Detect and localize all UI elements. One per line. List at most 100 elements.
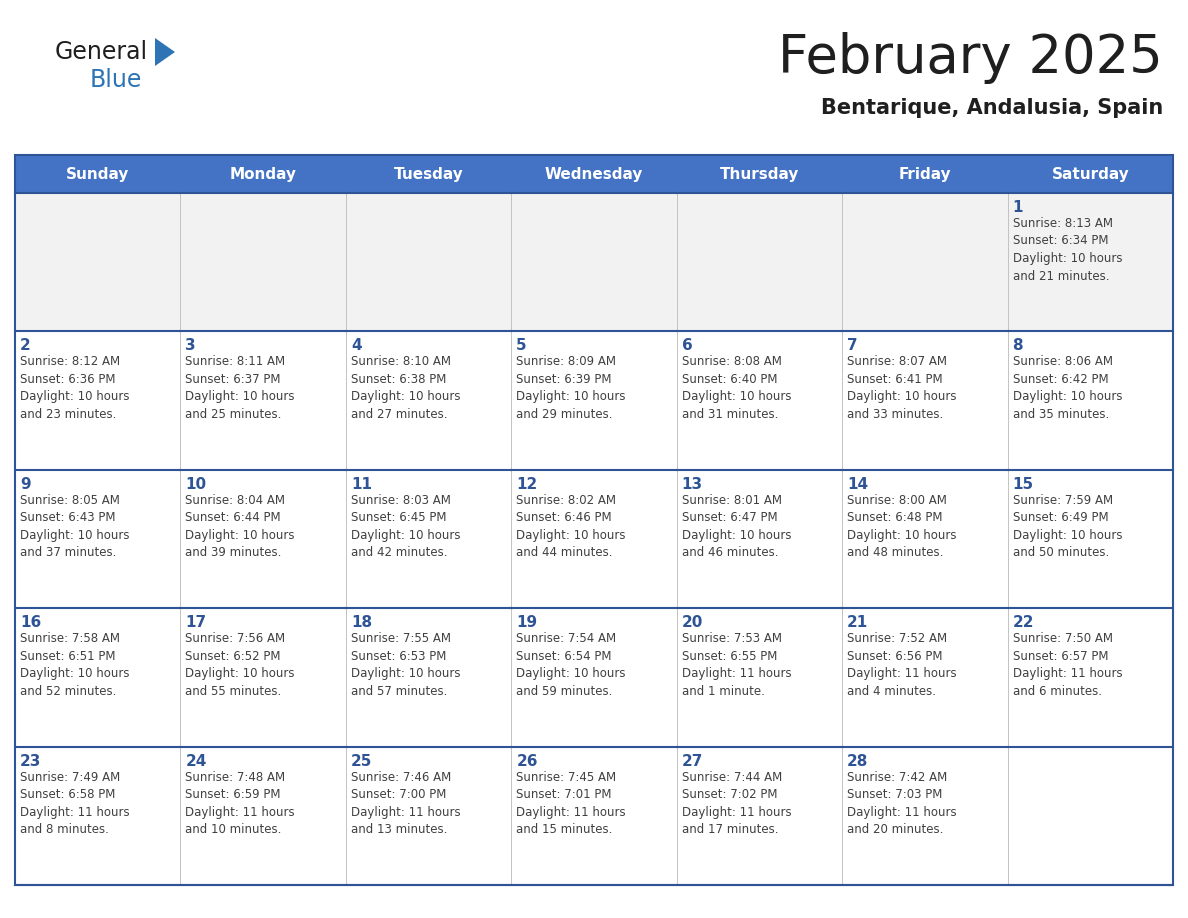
- Text: Sunrise: 8:13 AM
Sunset: 6:34 PM
Daylight: 10 hours
and 21 minutes.: Sunrise: 8:13 AM Sunset: 6:34 PM Dayligh…: [1012, 217, 1123, 283]
- Bar: [511, 155, 677, 193]
- Bar: [842, 193, 1007, 331]
- Bar: [1007, 609, 1173, 746]
- Bar: [1007, 193, 1173, 331]
- Bar: [346, 331, 511, 470]
- Bar: [677, 155, 842, 193]
- Text: Friday: Friday: [898, 166, 952, 182]
- Bar: [15, 470, 181, 609]
- Text: Sunrise: 7:48 AM
Sunset: 6:59 PM
Daylight: 11 hours
and 10 minutes.: Sunrise: 7:48 AM Sunset: 6:59 PM Dayligh…: [185, 770, 295, 836]
- Bar: [511, 470, 677, 609]
- Text: Thursday: Thursday: [720, 166, 800, 182]
- Text: 23: 23: [20, 754, 42, 768]
- Text: 20: 20: [682, 615, 703, 630]
- Text: 12: 12: [517, 476, 537, 492]
- Text: 6: 6: [682, 339, 693, 353]
- Text: 1: 1: [1012, 200, 1023, 215]
- Text: 22: 22: [1012, 615, 1034, 630]
- Bar: [677, 470, 842, 609]
- Text: 3: 3: [185, 339, 196, 353]
- Bar: [1007, 746, 1173, 885]
- Bar: [15, 155, 1173, 885]
- Text: 13: 13: [682, 476, 703, 492]
- Bar: [15, 609, 181, 746]
- Text: Sunrise: 8:01 AM
Sunset: 6:47 PM
Daylight: 10 hours
and 46 minutes.: Sunrise: 8:01 AM Sunset: 6:47 PM Dayligh…: [682, 494, 791, 559]
- Text: Bentarique, Andalusia, Spain: Bentarique, Andalusia, Spain: [821, 98, 1163, 118]
- Text: 25: 25: [350, 754, 372, 768]
- Text: Sunrise: 7:55 AM
Sunset: 6:53 PM
Daylight: 10 hours
and 57 minutes.: Sunrise: 7:55 AM Sunset: 6:53 PM Dayligh…: [350, 633, 461, 698]
- Bar: [842, 155, 1007, 193]
- Text: Sunrise: 7:52 AM
Sunset: 6:56 PM
Daylight: 11 hours
and 4 minutes.: Sunrise: 7:52 AM Sunset: 6:56 PM Dayligh…: [847, 633, 956, 698]
- Text: Sunrise: 8:06 AM
Sunset: 6:42 PM
Daylight: 10 hours
and 35 minutes.: Sunrise: 8:06 AM Sunset: 6:42 PM Dayligh…: [1012, 355, 1123, 420]
- Bar: [1007, 470, 1173, 609]
- Text: Sunrise: 8:00 AM
Sunset: 6:48 PM
Daylight: 10 hours
and 48 minutes.: Sunrise: 8:00 AM Sunset: 6:48 PM Dayligh…: [847, 494, 956, 559]
- Text: 14: 14: [847, 476, 868, 492]
- Text: 5: 5: [517, 339, 527, 353]
- Bar: [511, 331, 677, 470]
- Text: 26: 26: [517, 754, 538, 768]
- Text: 21: 21: [847, 615, 868, 630]
- Text: Sunrise: 7:50 AM
Sunset: 6:57 PM
Daylight: 11 hours
and 6 minutes.: Sunrise: 7:50 AM Sunset: 6:57 PM Dayligh…: [1012, 633, 1123, 698]
- Text: 2: 2: [20, 339, 31, 353]
- Bar: [842, 331, 1007, 470]
- Text: Sunday: Sunday: [67, 166, 129, 182]
- Text: Sunrise: 8:05 AM
Sunset: 6:43 PM
Daylight: 10 hours
and 37 minutes.: Sunrise: 8:05 AM Sunset: 6:43 PM Dayligh…: [20, 494, 129, 559]
- Bar: [677, 746, 842, 885]
- Text: 19: 19: [517, 615, 537, 630]
- Text: Sunrise: 8:12 AM
Sunset: 6:36 PM
Daylight: 10 hours
and 23 minutes.: Sunrise: 8:12 AM Sunset: 6:36 PM Dayligh…: [20, 355, 129, 420]
- Text: Sunrise: 8:03 AM
Sunset: 6:45 PM
Daylight: 10 hours
and 42 minutes.: Sunrise: 8:03 AM Sunset: 6:45 PM Dayligh…: [350, 494, 461, 559]
- Bar: [346, 155, 511, 193]
- Text: Monday: Monday: [229, 166, 297, 182]
- Text: Sunrise: 8:04 AM
Sunset: 6:44 PM
Daylight: 10 hours
and 39 minutes.: Sunrise: 8:04 AM Sunset: 6:44 PM Dayligh…: [185, 494, 295, 559]
- Text: 11: 11: [350, 476, 372, 492]
- Text: 9: 9: [20, 476, 31, 492]
- Bar: [511, 609, 677, 746]
- Bar: [511, 746, 677, 885]
- Text: Sunrise: 8:02 AM
Sunset: 6:46 PM
Daylight: 10 hours
and 44 minutes.: Sunrise: 8:02 AM Sunset: 6:46 PM Dayligh…: [517, 494, 626, 559]
- Text: Blue: Blue: [90, 68, 143, 92]
- Bar: [181, 746, 346, 885]
- Text: 17: 17: [185, 615, 207, 630]
- Bar: [181, 331, 346, 470]
- Text: Sunrise: 8:10 AM
Sunset: 6:38 PM
Daylight: 10 hours
and 27 minutes.: Sunrise: 8:10 AM Sunset: 6:38 PM Dayligh…: [350, 355, 461, 420]
- Text: Sunrise: 7:49 AM
Sunset: 6:58 PM
Daylight: 11 hours
and 8 minutes.: Sunrise: 7:49 AM Sunset: 6:58 PM Dayligh…: [20, 770, 129, 836]
- Bar: [15, 331, 181, 470]
- Text: Sunrise: 8:08 AM
Sunset: 6:40 PM
Daylight: 10 hours
and 31 minutes.: Sunrise: 8:08 AM Sunset: 6:40 PM Dayligh…: [682, 355, 791, 420]
- Bar: [842, 746, 1007, 885]
- Bar: [346, 609, 511, 746]
- Text: February 2025: February 2025: [778, 32, 1163, 84]
- Text: 24: 24: [185, 754, 207, 768]
- Text: Tuesday: Tuesday: [393, 166, 463, 182]
- Text: 18: 18: [350, 615, 372, 630]
- Bar: [346, 470, 511, 609]
- Text: Sunrise: 8:09 AM
Sunset: 6:39 PM
Daylight: 10 hours
and 29 minutes.: Sunrise: 8:09 AM Sunset: 6:39 PM Dayligh…: [517, 355, 626, 420]
- Text: 27: 27: [682, 754, 703, 768]
- Bar: [181, 609, 346, 746]
- Text: 16: 16: [20, 615, 42, 630]
- Text: Sunrise: 7:42 AM
Sunset: 7:03 PM
Daylight: 11 hours
and 20 minutes.: Sunrise: 7:42 AM Sunset: 7:03 PM Dayligh…: [847, 770, 956, 836]
- Bar: [346, 193, 511, 331]
- Text: Sunrise: 8:07 AM
Sunset: 6:41 PM
Daylight: 10 hours
and 33 minutes.: Sunrise: 8:07 AM Sunset: 6:41 PM Dayligh…: [847, 355, 956, 420]
- Text: Sunrise: 7:53 AM
Sunset: 6:55 PM
Daylight: 11 hours
and 1 minute.: Sunrise: 7:53 AM Sunset: 6:55 PM Dayligh…: [682, 633, 791, 698]
- Text: Sunrise: 7:58 AM
Sunset: 6:51 PM
Daylight: 10 hours
and 52 minutes.: Sunrise: 7:58 AM Sunset: 6:51 PM Dayligh…: [20, 633, 129, 698]
- Text: 10: 10: [185, 476, 207, 492]
- Bar: [181, 193, 346, 331]
- Text: 4: 4: [350, 339, 361, 353]
- Text: Sunrise: 7:46 AM
Sunset: 7:00 PM
Daylight: 11 hours
and 13 minutes.: Sunrise: 7:46 AM Sunset: 7:00 PM Dayligh…: [350, 770, 461, 836]
- Bar: [511, 193, 677, 331]
- Text: 15: 15: [1012, 476, 1034, 492]
- Bar: [181, 155, 346, 193]
- Bar: [677, 331, 842, 470]
- Bar: [15, 193, 181, 331]
- Bar: [677, 193, 842, 331]
- Bar: [346, 746, 511, 885]
- Bar: [15, 155, 181, 193]
- Text: General: General: [55, 40, 148, 64]
- Text: Wednesday: Wednesday: [545, 166, 643, 182]
- Bar: [181, 470, 346, 609]
- Text: 8: 8: [1012, 339, 1023, 353]
- Bar: [677, 609, 842, 746]
- Bar: [15, 746, 181, 885]
- Text: Sunrise: 7:56 AM
Sunset: 6:52 PM
Daylight: 10 hours
and 55 minutes.: Sunrise: 7:56 AM Sunset: 6:52 PM Dayligh…: [185, 633, 295, 698]
- Bar: [1007, 155, 1173, 193]
- Text: Sunrise: 8:11 AM
Sunset: 6:37 PM
Daylight: 10 hours
and 25 minutes.: Sunrise: 8:11 AM Sunset: 6:37 PM Dayligh…: [185, 355, 295, 420]
